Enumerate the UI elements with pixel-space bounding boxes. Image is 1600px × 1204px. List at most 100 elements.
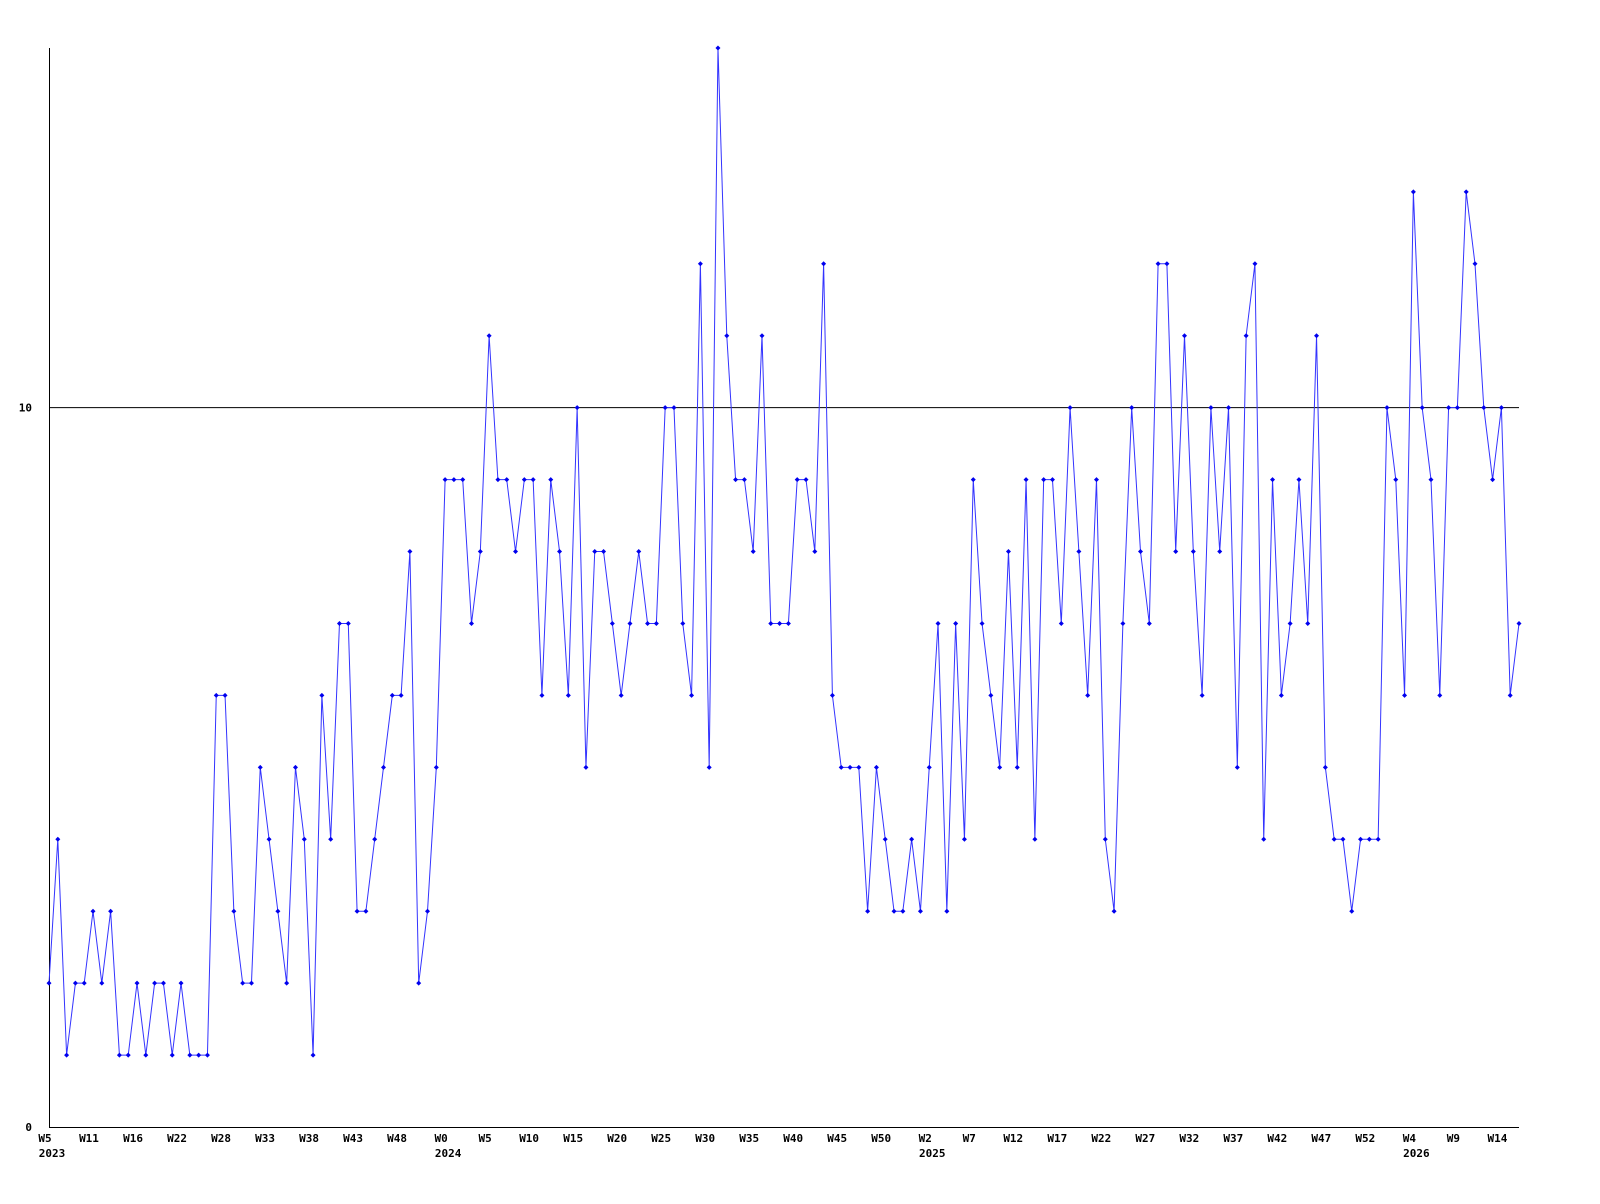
data-point [785, 620, 791, 626]
data-point [1366, 836, 1372, 842]
data-point [1173, 549, 1179, 555]
data-point [821, 261, 827, 267]
data-point [64, 1052, 70, 1058]
data-point [847, 764, 853, 770]
data-point [1226, 405, 1232, 411]
data-point [513, 549, 519, 555]
data-point [653, 620, 659, 626]
x-tick-label: W48 [387, 1132, 407, 1145]
data-point [1270, 477, 1276, 483]
data-point [838, 764, 844, 770]
data-point [917, 908, 923, 914]
data-point [477, 549, 483, 555]
data-point [372, 836, 378, 842]
data-point [565, 692, 571, 698]
data-point [1120, 620, 1126, 626]
data-point [292, 764, 298, 770]
data-point [504, 477, 510, 483]
data-point [627, 620, 633, 626]
data-point [636, 549, 642, 555]
data-point [425, 908, 431, 914]
x-tick-label: W37 [1223, 1132, 1243, 1145]
x-tick-label: W45 [827, 1132, 847, 1145]
data-point [592, 549, 598, 555]
data-point [1393, 477, 1399, 483]
data-point [1340, 836, 1346, 842]
data-point [1446, 405, 1452, 411]
data-point [336, 620, 342, 626]
data-point [1314, 333, 1320, 339]
data-point [1252, 261, 1258, 267]
data-point [469, 620, 475, 626]
x-tick-label: W25 [651, 1132, 671, 1145]
data-point [222, 692, 228, 698]
data-point [873, 764, 879, 770]
data-point [72, 980, 78, 986]
data-point [169, 1052, 175, 1058]
data-point [1243, 333, 1249, 339]
data-point [1041, 477, 1047, 483]
data-point [882, 836, 888, 842]
data-point [891, 908, 897, 914]
data-point [794, 477, 800, 483]
data-point [416, 980, 422, 986]
x-tick-label: W22 [167, 1132, 187, 1145]
data-point [204, 1052, 210, 1058]
data-point [750, 549, 756, 555]
year-label: 2023 [39, 1147, 66, 1160]
data-point [1199, 692, 1205, 698]
x-tick-label: W42 [1267, 1132, 1287, 1145]
data-point [1058, 620, 1064, 626]
data-point [442, 477, 448, 483]
data-point [900, 908, 906, 914]
data-point [1129, 405, 1135, 411]
x-tick-label: W9 [1447, 1132, 1460, 1145]
data-point [1516, 620, 1522, 626]
data-point [389, 692, 395, 698]
year-label: 2024 [435, 1147, 462, 1160]
data-point [715, 45, 721, 51]
data-line [48, 47, 1520, 1056]
data-point [1402, 692, 1408, 698]
x-tick-label: W12 [1003, 1132, 1023, 1145]
year-label: 2025 [919, 1147, 946, 1160]
data-point [645, 620, 651, 626]
data-point [1410, 189, 1416, 195]
data-point [1182, 333, 1188, 339]
x-tick-label: W5 [38, 1132, 51, 1145]
data-point [777, 620, 783, 626]
data-point [345, 620, 351, 626]
data-point [1296, 477, 1302, 483]
x-tick-label: W47 [1311, 1132, 1331, 1145]
data-point [724, 333, 730, 339]
data-point [609, 620, 615, 626]
x-tick-label: W50 [871, 1132, 891, 1145]
data-point [741, 477, 747, 483]
data-point [486, 333, 492, 339]
x-tick-label: W14 [1487, 1132, 1507, 1145]
x-tick-label: W43 [343, 1132, 363, 1145]
data-point [213, 692, 219, 698]
data-point [548, 477, 554, 483]
data-point [1419, 405, 1425, 411]
x-tick-label: W10 [519, 1132, 539, 1145]
data-point [301, 836, 307, 842]
data-point [997, 764, 1003, 770]
data-point [1358, 836, 1364, 842]
data-point [160, 980, 166, 986]
data-point [1032, 836, 1038, 842]
data-point [1384, 405, 1390, 411]
x-tick-label: W30 [695, 1132, 715, 1145]
data-point [451, 477, 457, 483]
data-point [407, 549, 413, 555]
data-point [988, 692, 994, 698]
data-point [1278, 692, 1284, 698]
data-point [310, 1052, 316, 1058]
data-point [944, 908, 950, 914]
data-point [539, 692, 545, 698]
data-point [1190, 549, 1196, 555]
data-point [1305, 620, 1311, 626]
data-point [1507, 692, 1513, 698]
data-point [152, 980, 158, 986]
